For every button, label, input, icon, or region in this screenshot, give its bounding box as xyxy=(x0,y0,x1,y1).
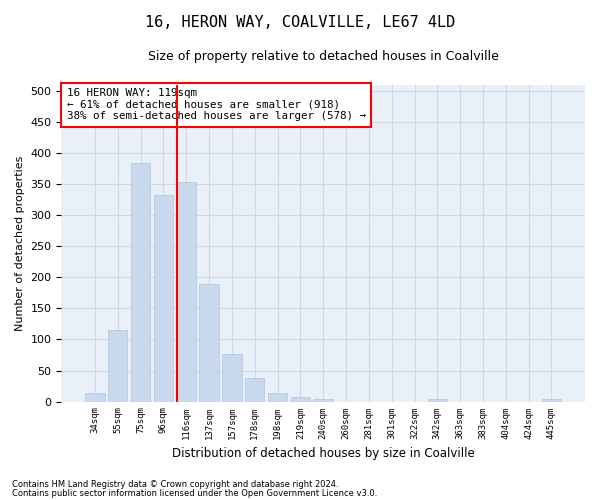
Title: Size of property relative to detached houses in Coalville: Size of property relative to detached ho… xyxy=(148,50,499,63)
Bar xyxy=(131,162,150,402)
Bar xyxy=(108,330,127,402)
Text: Contains HM Land Registry data © Crown copyright and database right 2024.: Contains HM Land Registry data © Crown c… xyxy=(12,480,338,489)
Bar xyxy=(199,284,219,402)
Bar xyxy=(290,397,310,402)
Bar xyxy=(268,394,287,402)
Bar xyxy=(222,354,242,402)
Bar xyxy=(154,196,173,402)
X-axis label: Distribution of detached houses by size in Coalville: Distribution of detached houses by size … xyxy=(172,447,475,460)
Bar xyxy=(245,378,265,402)
Y-axis label: Number of detached properties: Number of detached properties xyxy=(15,156,25,331)
Bar xyxy=(313,399,333,402)
Bar xyxy=(428,399,447,402)
Bar xyxy=(176,182,196,402)
Text: 16 HERON WAY: 119sqm
← 61% of detached houses are smaller (918)
38% of semi-deta: 16 HERON WAY: 119sqm ← 61% of detached h… xyxy=(67,88,365,122)
Text: 16, HERON WAY, COALVILLE, LE67 4LD: 16, HERON WAY, COALVILLE, LE67 4LD xyxy=(145,15,455,30)
Text: Contains public sector information licensed under the Open Government Licence v3: Contains public sector information licen… xyxy=(12,489,377,498)
Bar xyxy=(85,394,104,402)
Bar xyxy=(542,399,561,402)
